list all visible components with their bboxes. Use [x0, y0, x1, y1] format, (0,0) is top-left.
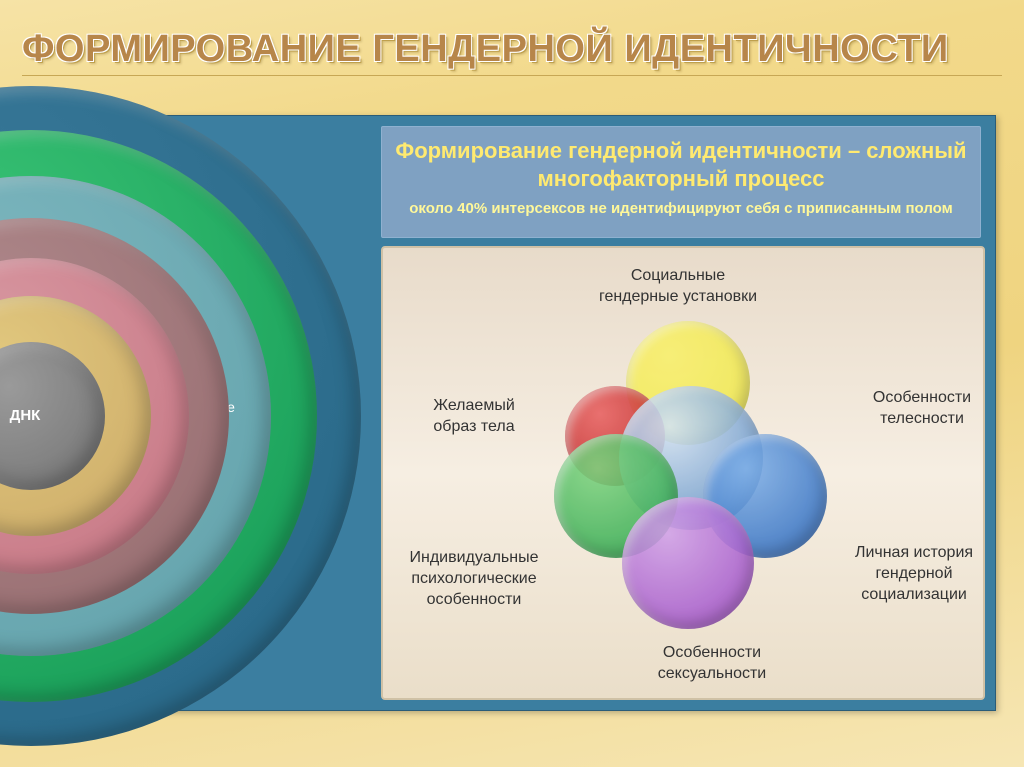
- page-title: ФОРМИРОВАНИЕ ГЕНДЕРНОЙ ИДЕНТИЧНОСТИ: [0, 0, 1024, 71]
- factor-label: Личная история гендерной социализации: [829, 543, 999, 605]
- inner-title: Формирование гендерной идентичности – сл…: [394, 137, 968, 192]
- arc-label: ДНК: [0, 407, 105, 426]
- factor-label: Особенности сексуальности: [627, 643, 797, 685]
- inner-subtitle: около 40% интерсексов не идентифицируют …: [394, 200, 968, 217]
- factor-label: Социальные гендерные установки: [593, 266, 763, 308]
- factor-label: Желаемый образ тела: [389, 396, 559, 438]
- slide-panel: Межличностные отношенияГендерная идентич…: [30, 115, 996, 711]
- title-underline: [22, 75, 1002, 76]
- factor-label: Особенности телесности: [837, 388, 1007, 430]
- nested-arcs-diagram: Межличностные отношенияГендерная идентич…: [0, 110, 381, 710]
- inner-title-box: Формирование гендерной идентичности – сл…: [381, 126, 981, 238]
- factor-label: Индивидуальные психологические особеннос…: [389, 548, 559, 610]
- venn-sphere: [622, 497, 754, 629]
- factors-panel: Социальные гендерные установки Желаемый о…: [381, 246, 985, 700]
